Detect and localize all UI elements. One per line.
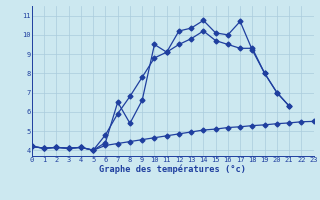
X-axis label: Graphe des températures (°c): Graphe des températures (°c) bbox=[99, 165, 246, 174]
